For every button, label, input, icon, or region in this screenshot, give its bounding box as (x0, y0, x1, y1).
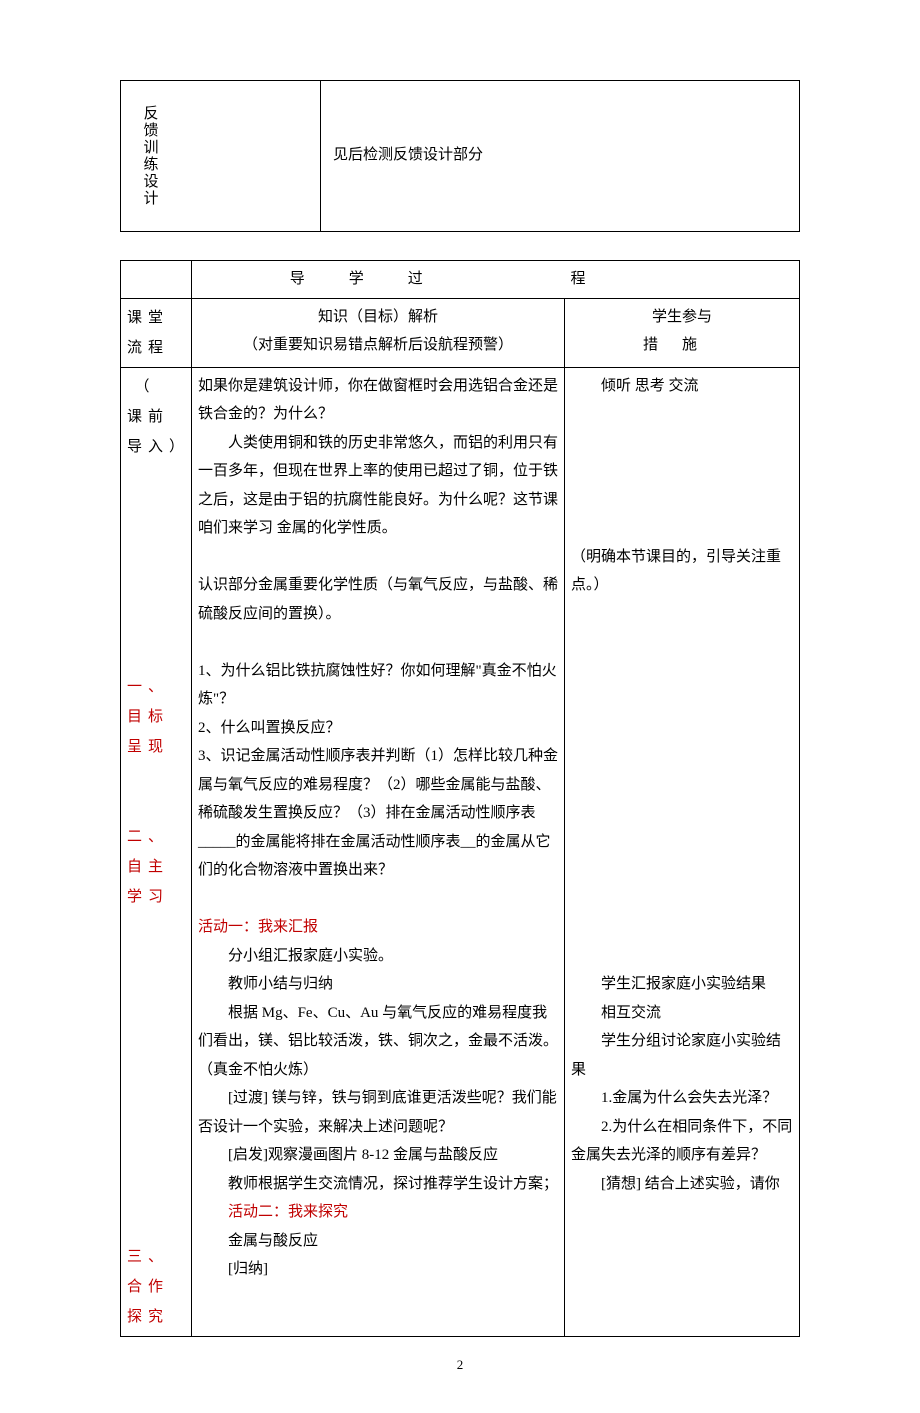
activity1-l6: 教师根据学生交流情况，探讨推荐学生设计方案； (198, 1170, 558, 1199)
q3: 3、识记金属活动性顺序表并判断（1）怎样比较几种金属与氧气反应的难易程度？（2）… (198, 742, 558, 885)
measures-label: 措施 (571, 331, 793, 360)
activity1-title: 活动一：我来汇报 (198, 913, 558, 942)
section3-label: 三、合作探究 (127, 1242, 185, 1332)
parse-label: 知识（目标）解析 (198, 303, 558, 332)
feedback-design-content-cell: 见后检测反馈设计部分 (321, 81, 800, 232)
activity2-l1: 金属与酸反应 (198, 1227, 558, 1256)
right-r6: 1.金属为什么会失去光泽？ (571, 1084, 793, 1113)
participate-label-cell: 学生参与 措施 (565, 298, 800, 367)
feedback-design-label: 反馈训练设计 (127, 85, 172, 227)
feedback-design-label-cell: 反馈训练设计 (121, 81, 321, 232)
flow-label-cell: 课堂流程 (121, 298, 192, 367)
header-main-part2: 程 (571, 271, 586, 287)
sections-label-cell: （ 课前导入） 一、目标呈现 二、自主学习 三、合作探究 (121, 367, 192, 1336)
activity1-l5: [启发]观察漫画图片 8-12 金属与盐酸反应 (198, 1141, 558, 1170)
student-participate-cell: 倾听 思考 交流 （明确本节课目的，引导关注重点。） 学生汇报家庭小实验结果 相… (565, 367, 800, 1336)
feedback-design-content: 见后检测反馈设计部分 (333, 147, 483, 163)
right-r7: 2.为什么在相同条件下，不同金属失去光泽的顺序有差异？ (571, 1113, 793, 1170)
q1: 1、为什么铝比铁抗腐蚀性好？你如何理解"真金不怕火炼"？ (198, 657, 558, 714)
right-r1: 倾听 思考 交流 (571, 372, 793, 401)
participate-label: 学生参与 (571, 303, 793, 332)
page-number: 2 (120, 1337, 800, 1373)
activity1-l3: 根据 Mg、Fe、Cu、Au 与氧气反应的难易程度我们看出，镁、铝比较活泼，铁、… (198, 999, 558, 1085)
right-r4: 相互交流 (571, 999, 793, 1028)
feedback-design-table: 反馈训练设计 见后检测反馈设计部分 (120, 80, 800, 232)
section-intro-label: （ (127, 372, 185, 402)
activity1-l2: 教师小结与归纳 (198, 970, 558, 999)
section-intro-label-text: 课前导入） (127, 402, 185, 462)
right-r5: 学生分组讨论家庭小实验结果 (571, 1027, 793, 1084)
section2-label: 二、自主学习 (127, 822, 185, 912)
activity2-l2: [归纳] (198, 1255, 558, 1284)
intro-p3: 认识部分金属重要化学性质（与氧气反应，与盐酸、稀硫酸反应间的置换）。 (198, 571, 558, 628)
flow-label: 课堂流程 (127, 310, 169, 356)
header-main-cell-right: 程 (565, 261, 800, 299)
header-main-cell: 导学过 (192, 261, 565, 299)
section1-label: 一、目标呈现 (127, 672, 185, 762)
activity2-title: 活动二：我来探究 (198, 1198, 558, 1227)
intro-p1: 如果你是建筑设计师，你在做窗框时会用选铝合金还是铁合金的？为什么？ (198, 372, 558, 429)
parse-label-cell: 知识（目标）解析 （对重要知识易错点解析后设航程预警） (192, 298, 565, 367)
q2: 2、什么叫置换反应？ (198, 714, 558, 743)
right-r3: 学生汇报家庭小实验结果 (571, 970, 793, 999)
parse-sub: （对重要知识易错点解析后设航程预警） (198, 331, 558, 360)
header-main-part1: 导学过 (290, 271, 467, 287)
right-r2: （明确本节课目的，引导关注重点。） (571, 543, 793, 600)
intro-p2: 人类使用铜和铁的历史非常悠久，而铝的利用只有一百多年，但现在世界上率的使用已超过… (198, 429, 558, 543)
knowledge-content-cell: 如果你是建筑设计师，你在做窗框时会用选铝合金还是铁合金的？为什么？ 人类使用铜和… (192, 367, 565, 1336)
activity1-l1: 分小组汇报家庭小实验。 (198, 942, 558, 971)
lesson-process-table: 导学过 程 课堂流程 知识（目标）解析 （对重要知识易错点解析后设航程预警） 学… (120, 260, 800, 1337)
activity1-l4: [过渡] 镁与锌，铁与铜到底谁更活泼些呢？我们能否设计一个实验，来解决上述问题呢… (198, 1084, 558, 1141)
right-r8: [猜想] 结合上述实验，请你 (571, 1170, 793, 1199)
header-empty-cell (121, 261, 192, 299)
